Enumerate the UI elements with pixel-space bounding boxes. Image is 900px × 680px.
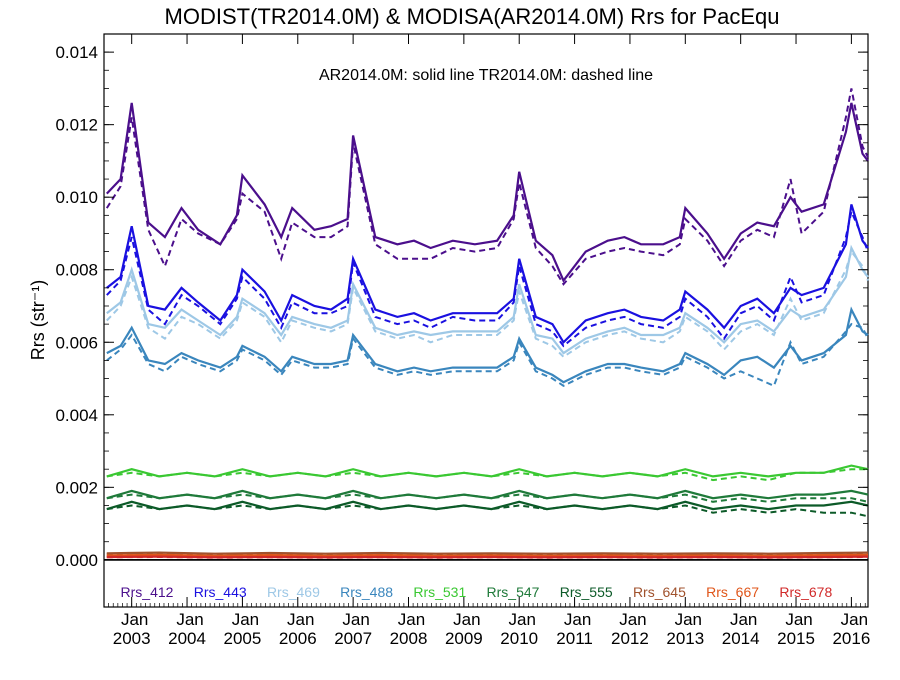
x-tick-label-month: Jan [619, 610, 646, 629]
legend-item-rrs-488: Rrs_488 [340, 584, 393, 600]
y-tick-label: 0.006 [55, 333, 98, 352]
y-tick-label: 0.000 [55, 551, 98, 570]
legend-item-rrs-645: Rrs_645 [633, 584, 686, 600]
x-tick-label-year: 2010 [500, 629, 538, 648]
plot-frame [103, 33, 869, 608]
x-tick-label-year: 2011 [556, 629, 593, 648]
y-tick-label: 0.012 [55, 116, 98, 135]
y-tick-label: 0.008 [55, 261, 98, 280]
x-tick-label-month: Jan [785, 610, 812, 629]
x-tick-label-month: Jan [121, 610, 148, 629]
y-tick-label: 0.010 [55, 188, 98, 207]
x-tick-label-year: 2008 [390, 629, 428, 648]
x-tick-label-year: 2009 [445, 629, 483, 648]
x-tick-label-year: 2012 [611, 629, 649, 648]
legend-item-rrs-531: Rrs_531 [413, 584, 466, 600]
legend-item-rrs-469: Rrs_469 [267, 584, 320, 600]
legend-item-rrs-547: Rrs_547 [487, 584, 540, 600]
chart-annotation: AR2014.0M: solid line TR2014.0M: dashed … [319, 67, 653, 84]
series-rrs-488-dashed [106, 322, 869, 388]
x-tick-label-month: Jan [564, 610, 591, 629]
series-group [105, 88, 869, 559]
x-tick-label-month: Jan [730, 610, 757, 629]
x-axis: Jan2003Jan2004Jan2005Jan2006Jan2007Jan20… [103, 34, 870, 648]
x-tick-label-month: Jan [509, 610, 536, 629]
series-rrs-678-solid [106, 555, 869, 559]
x-tick-label-month: Jan [287, 610, 314, 629]
x-tick-label-year: 2014 [722, 629, 760, 648]
y-axis-label: Rrs (str⁻¹) [28, 280, 48, 360]
y-axis: 0.000 0.002 0.004 0.006 0.008 0.010 0.012 0.014 [55, 43, 868, 570]
x-tick-label-year: 2013 [666, 629, 704, 648]
x-tick-label-month: Jan [453, 610, 480, 629]
y-tick-label: 0.004 [55, 406, 98, 425]
legend-item-rrs-555: Rrs_555 [560, 584, 613, 600]
x-tick-label-year: 2004 [168, 629, 206, 648]
x-tick-label-year: 2016 [832, 629, 870, 648]
plot-area: AR2014.0M: solid line TR2014.0M: dashed … [103, 33, 869, 608]
series-rrs-555-solid [106, 500, 869, 511]
series-rrs-645-solid [106, 551, 869, 555]
x-tick-label-year: 2007 [334, 629, 372, 648]
legend: Rrs_412 Rrs_443 Rrs_469 Rrs_488 Rrs_531 Rrs_5… [121, 584, 833, 600]
x-tick-label-month: Jan [841, 610, 868, 629]
legend-item-rrs-412: Rrs_412 [121, 584, 174, 600]
y-tick-label: 0.002 [55, 478, 98, 497]
x-tick-label-month: Jan [176, 610, 203, 629]
legend-item-rrs-667: Rrs_667 [706, 584, 759, 600]
legend-item-rrs-678: Rrs_678 [779, 584, 832, 600]
series-rrs-667-solid [106, 553, 869, 558]
series-rrs-469-dashed [106, 249, 869, 359]
x-tick-label-year: 2003 [113, 629, 151, 648]
x-tick-label-year: 2015 [777, 629, 815, 648]
x-tick-label-month: Jan [232, 610, 259, 629]
series-rrs-412-solid [106, 102, 869, 283]
series-rrs-443-solid [106, 204, 869, 345]
series-rrs-412-dashed [105, 88, 869, 286]
series-rrs-488-solid [106, 306, 869, 384]
chart-title: MODIST(TR2014.0M) & MODISA(AR2014.0M) Rr… [165, 4, 780, 29]
series-rrs-531-solid [106, 464, 869, 478]
x-tick-label-month: Jan [342, 610, 369, 629]
legend-item-rrs-443: Rrs_443 [194, 584, 247, 600]
x-tick-label-year: 2005 [223, 629, 261, 648]
x-tick-label-month: Jan [675, 610, 702, 629]
y-tick-label: 0.014 [55, 43, 98, 62]
x-tick-label-year: 2006 [279, 629, 317, 648]
series-rrs-547-solid [106, 489, 869, 500]
series-rrs-469-solid [106, 244, 869, 355]
x-tick-label-month: Jan [398, 610, 425, 629]
series-rrs-443-dashed [106, 208, 869, 348]
